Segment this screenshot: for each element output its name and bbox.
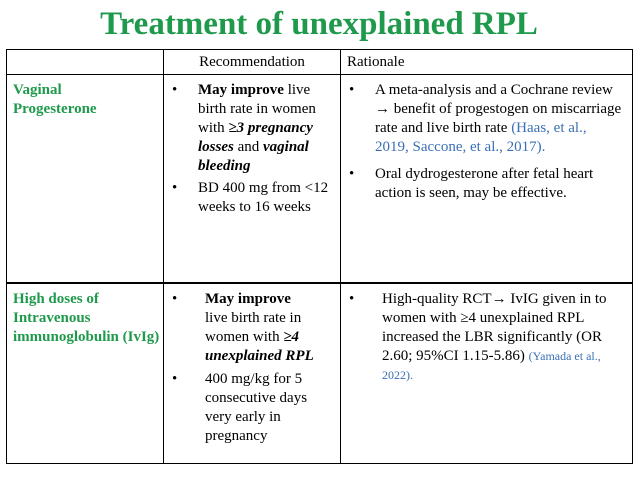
bullet-icon: •	[172, 291, 178, 307]
page-title: Treatment of unexplained RPL	[100, 6, 538, 42]
treatment-table-progesterone: Recommendation Rationale Vaginal Progest…	[6, 49, 633, 283]
list-item: • May improve live birth rate in women w…	[172, 81, 336, 176]
emphasis-text: May improve	[205, 291, 291, 307]
list-item: • 400 mg/kg for 5 consecutive days very …	[172, 370, 336, 446]
row-label-line: Vaginal	[13, 82, 62, 98]
emphasis-text: May improve	[198, 82, 284, 98]
recommendation-cell: • May improve live birth rate in women wi…	[163, 283, 341, 464]
body-text: live birth rate in women with	[205, 310, 302, 345]
body-text: A meta-analysis and a Cochrane review → …	[375, 82, 622, 136]
list-item: • High-quality RCT→ IvIG given in to wom…	[349, 290, 622, 385]
list-item: • A meta-analysis and a Cochrane review …	[349, 81, 624, 157]
recommendation-cell: • May improve live birth rate in women w…	[163, 74, 341, 283]
table-header-row: Recommendation Rationale	[6, 49, 633, 75]
citation-text: (Yamada et al., 2022).	[382, 349, 601, 382]
emphasis-text: vaginal bleeding	[198, 139, 309, 174]
body-text: High-quality RCT→ IvIG given in to women…	[382, 291, 607, 364]
bullet-icon: •	[172, 180, 178, 196]
bullet-icon: •	[349, 166, 355, 182]
row-label-ivig: High doses of Intravenous immunoglobulin…	[6, 283, 164, 464]
header-recommendation: Recommendation	[163, 49, 341, 75]
table-row: High doses of Intravenous immunoglobulin…	[6, 283, 633, 464]
row-label-vaginal-progesterone: Vaginal Progesterone	[6, 74, 164, 283]
emphasis-text: ≥3 pregnancy losses	[198, 120, 313, 155]
header-empty-cell	[6, 49, 164, 75]
list-item: • Oral dydrogesterone after fetal heart …	[349, 165, 624, 203]
bullet-icon: •	[172, 371, 178, 387]
body-text: and	[233, 139, 264, 155]
table-row: Vaginal Progesterone • May improve live …	[6, 74, 633, 283]
body-text: Oral dydrogesterone after fetal heart ac…	[375, 166, 594, 201]
header-rationale: Rationale	[340, 49, 633, 75]
treatment-table-ivig: High doses of Intravenous immunoglobulin…	[6, 283, 633, 464]
body-text: live birth rate in women with	[198, 82, 316, 136]
body-text: 400 mg/kg for 5 consecutive days very ea…	[205, 371, 308, 444]
emphasis-text: ≥4 unexplained RPL	[205, 329, 314, 364]
bullet-icon: •	[172, 82, 178, 98]
rationale-cell: • High-quality RCT→ IvIG given in to wom…	[340, 283, 633, 464]
bullet-icon: •	[349, 291, 355, 307]
citation-text: (Haas, et al., 2019, Saccone, et al., 20…	[375, 120, 587, 155]
list-item: • BD 400 mg from <12 weeks to 16 weeks	[172, 179, 336, 217]
row-label-line: Progesterone	[13, 101, 97, 117]
list-item: • May improve live birth rate in women wi…	[172, 290, 336, 366]
bullet-icon: •	[349, 82, 355, 98]
body-text: BD 400 mg from <12 weeks to 16 weeks	[198, 180, 329, 215]
rationale-cell: • A meta-analysis and a Cochrane review …	[340, 74, 633, 283]
